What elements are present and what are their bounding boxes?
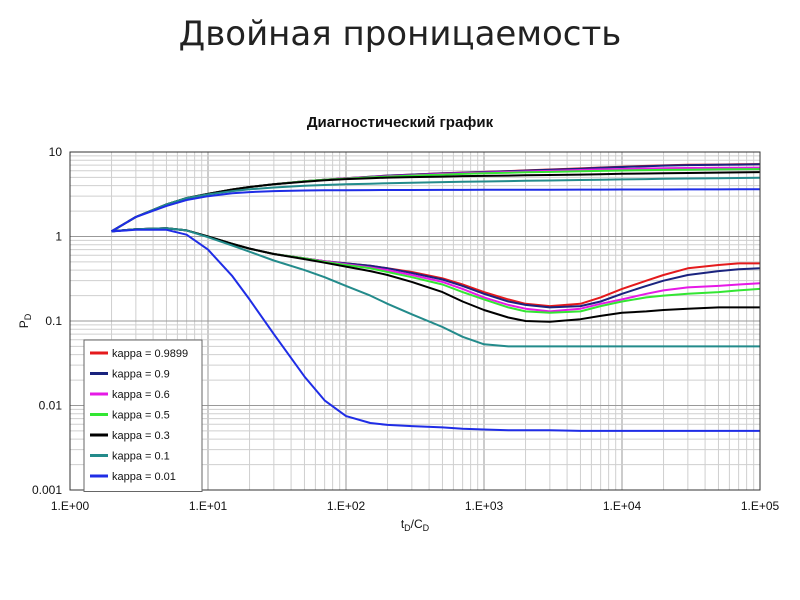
x-tick-label: 1.E+03 <box>465 499 504 513</box>
series-pressure-line <box>110 171 761 233</box>
plot-frame <box>69 151 761 491</box>
y-axis-label: PD <box>17 313 33 328</box>
y-tick-label: 0.1 <box>45 314 62 328</box>
legend-entry-label: kappa = 0.9 <box>112 369 170 381</box>
axis-ticks: 1.E+00 1.E+01 1.E+02 1.E+03 1.E+04 1.E+05 0.00… <box>32 145 780 513</box>
series-derivative-line <box>111 227 760 323</box>
y-label-main: P <box>17 320 31 328</box>
x-tick-label: 1.E+05 <box>741 499 780 513</box>
legend-entry-label: kappa = 0.1 <box>112 451 170 463</box>
legend-entry-label: kappa = 0.9899 <box>112 348 188 360</box>
y-tick-label: 10 <box>49 145 63 159</box>
x-tick-label: 1.E+02 <box>327 499 366 513</box>
x-tick-label: 1.E+01 <box>189 499 228 513</box>
legend-entry-label: kappa = 0.01 <box>112 471 176 483</box>
legend-entry-label: kappa = 0.6 <box>112 389 170 401</box>
y-tick-label: 1 <box>55 230 62 244</box>
chart-title: Диагностический график <box>307 114 494 131</box>
page-title: Двойная проницаемость <box>178 14 622 54</box>
series-derivative-line <box>111 228 760 432</box>
legend-entry-label: kappa = 0.3 <box>112 430 170 442</box>
series-pressure-line <box>110 188 760 233</box>
x-label-sep: /C <box>411 517 423 531</box>
y-tick-label: 0.01 <box>39 399 63 413</box>
legend-entry-label: kappa = 0.5 <box>112 410 170 422</box>
series-pressure-line <box>110 176 761 233</box>
series-group <box>110 163 761 432</box>
x-label-main: t <box>401 517 405 531</box>
series-derivative-line <box>111 227 760 348</box>
x-axis-label: tD/CD <box>401 517 430 533</box>
chart-legend: kappa = 0.9899 kappa = 0.9 kappa = 0.6 kapp… <box>83 339 203 492</box>
y-tick-label: 0.001 <box>32 483 62 497</box>
x-tick-label: 1.E+00 <box>51 499 90 513</box>
x-label-sub2: D <box>423 523 430 533</box>
x-label-sub1: D <box>404 523 411 533</box>
y-label-sub: D <box>23 313 33 320</box>
x-tick-label: 1.E+04 <box>603 499 642 513</box>
